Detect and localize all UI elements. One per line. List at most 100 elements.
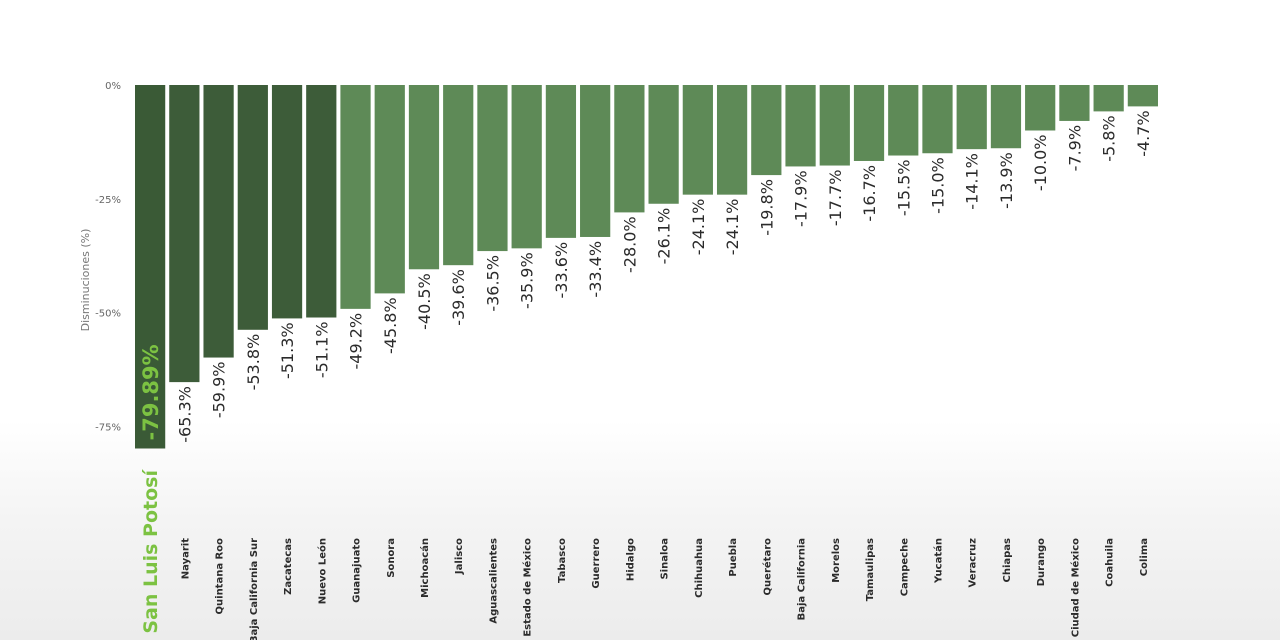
bar [443,85,474,266]
data-label: -19.8% [757,179,776,236]
data-label: -14.1% [963,153,982,210]
x-tick-label: Ciudad de México [1069,538,1081,637]
data-label: -51.1% [312,322,331,379]
data-label: -65.3% [175,386,194,443]
data-label: -10.0% [1031,135,1050,192]
bar [580,85,611,237]
bar [1025,85,1056,131]
data-label: -24.1% [723,199,742,256]
category-labels-group: San Luis Potosí Nayarit Quintana Roo Baja C… [140,469,1150,640]
bar [956,85,987,150]
bar [614,85,645,213]
x-tick-label: Durango [1036,538,1047,586]
x-tick-label: Campeche [899,538,910,596]
bar [169,85,200,383]
data-label: -79.89% [139,344,163,440]
x-tick-label: Nayarit [180,538,191,579]
y-tick-label: -25% [95,195,121,206]
bar [922,85,953,154]
data-label: -39.6% [449,269,468,326]
bar [237,85,268,330]
x-tick-label: San Luis Potosí [140,469,162,634]
x-tick-label: Tabasco [557,538,568,583]
bars-group [135,85,1158,449]
data-label: -13.9% [997,152,1016,209]
x-tick-label: Baja California Sur [249,538,260,640]
data-label: -5.8% [1100,115,1119,161]
x-tick-label: Sonora [386,538,397,578]
y-tick-label: -50% [95,309,121,320]
bar [203,85,234,358]
value-labels-group: -79.89% -65.3% -59.9% -53.8% -51.3% -51.1% -49… [139,110,1153,442]
y-tick-label: -75% [95,422,121,433]
bar [888,85,919,156]
x-tick-label: Puebla [728,538,739,577]
data-label: -59.9% [210,362,229,419]
x-tick-label: Yucatán [932,538,944,584]
x-tick-label: Colima [1139,538,1150,576]
bar [1093,85,1124,112]
bar [374,85,405,294]
bar [990,85,1022,149]
bar [819,85,850,166]
x-tick-label: Michoacán [419,538,431,598]
data-label: -33.4% [586,241,605,298]
x-tick-label: Aguascalientes [488,538,499,624]
x-tick-label: Estado de México [522,538,534,637]
data-label: -33.6% [552,242,571,299]
x-tick-label: Chihuahua [694,538,705,598]
bar [785,85,816,167]
y-tick-label: 0% [105,81,121,92]
bar [682,85,713,195]
x-tick-label: Guanajuato [352,538,363,603]
data-label: -17.9% [792,170,811,227]
data-label: -17.7% [826,170,845,227]
bar [1059,85,1090,121]
x-tick-label: Hidalgo [625,538,636,581]
y-axis: 0% -25% -50% -75% [95,81,121,433]
data-label: -36.5% [483,255,502,312]
data-label: -28.0% [620,216,639,273]
x-tick-label: Quintana Roo [215,538,226,615]
data-label: -40.5% [415,273,434,330]
bar [306,85,337,318]
x-tick-label: Veracruz [968,538,979,588]
data-label: -4.7% [1134,110,1153,156]
x-tick-label: Sinaloa [660,538,671,580]
bar [545,85,577,238]
x-tick-label: Nuevo León [316,538,328,604]
bar [271,85,303,319]
data-label: -15.0% [928,157,947,214]
y-axis-title: Disminuciones (%) [79,229,92,332]
data-label: -35.9% [518,252,537,309]
data-label: -16.7% [860,165,879,222]
x-tick-label: Tamaulipas [865,538,876,601]
x-tick-label: Baja California [797,538,808,620]
data-label: -7.9% [1065,125,1084,171]
data-label: -15.5% [894,160,913,217]
data-label: -49.2% [347,313,366,370]
bar [751,85,782,176]
x-tick-label: Chiapas [1002,538,1013,583]
data-label: -45.8% [381,297,400,354]
x-tick-label: Coahuila [1105,538,1116,587]
bar [853,85,885,161]
x-tick-label: Morelos [831,538,842,583]
x-tick-label: Zacatecas [283,538,294,595]
bar [716,85,748,195]
bar [477,85,508,252]
bar [135,85,166,449]
x-tick-label: Jalisco [454,538,465,575]
bar [1127,85,1158,107]
data-label: -24.1% [689,199,708,256]
bar [648,85,679,204]
data-label: -53.8% [244,334,263,391]
x-tick-label: Guerrero [591,538,602,589]
bar [408,85,440,270]
x-tick-label: Querétaro [761,538,773,596]
data-label: -26.1% [655,208,674,265]
bar [340,85,371,309]
bar [511,85,542,249]
